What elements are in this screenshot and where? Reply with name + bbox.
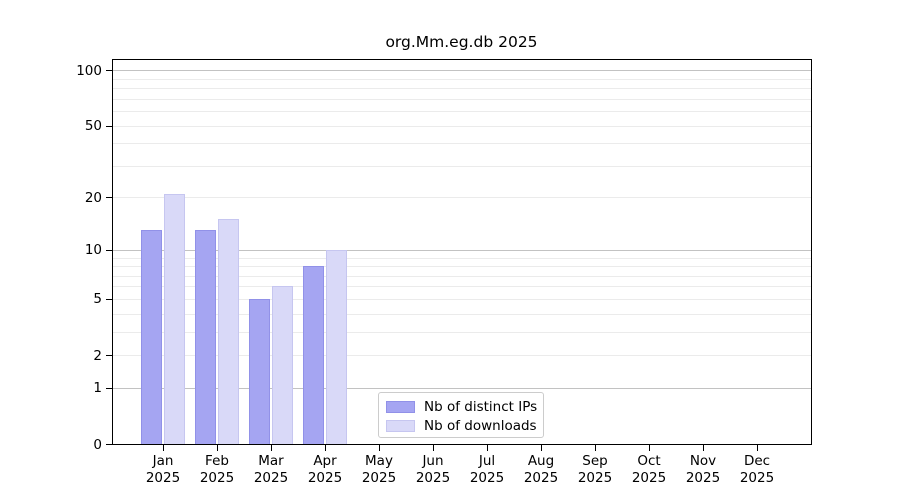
bar-downloads <box>326 249 347 444</box>
bar-distinct-ips <box>195 230 216 444</box>
y-tick-label: 5 <box>93 291 102 308</box>
gridline-minor <box>112 78 811 80</box>
gridline-major <box>112 387 811 389</box>
bar-distinct-ips <box>141 230 162 444</box>
y-tick-label: 50 <box>84 118 102 135</box>
gridline-minor <box>112 275 811 277</box>
x-tick-mark <box>757 445 758 451</box>
x-tick-label-dec: Dec 2025 <box>739 453 775 486</box>
x-tick-mark <box>649 445 650 451</box>
y-tick-mark <box>106 249 112 251</box>
gridline-minor <box>112 331 811 333</box>
x-tick-label-jul: Jul 2025 <box>469 453 505 486</box>
legend-swatch-distinct-ips <box>386 401 415 413</box>
y-tick-mark <box>106 70 112 72</box>
x-tick-label-apr: Apr 2025 <box>307 453 343 486</box>
gridline-major <box>112 70 811 72</box>
bar-downloads <box>272 286 293 444</box>
x-tick-mark <box>163 445 164 451</box>
gridline-minor <box>112 88 811 90</box>
legend-swatch-downloads <box>386 420 415 432</box>
gridline-minor <box>112 266 811 267</box>
x-tick-mark <box>325 445 326 451</box>
y-tick-mark <box>106 197 112 199</box>
y-tick-label: 20 <box>84 189 102 206</box>
gridline-minor <box>112 111 811 113</box>
gridline-minor <box>112 298 811 300</box>
x-tick-label-aug: Aug 2025 <box>523 453 559 486</box>
y-tick-mark <box>106 444 112 445</box>
legend-label-distinct-ips: Nb of distinct IPs <box>424 399 538 415</box>
x-tick-label-sep: Sep 2025 <box>577 453 613 486</box>
gridline-minor <box>112 197 811 199</box>
y-tick-label: 10 <box>84 242 102 259</box>
x-tick-mark <box>433 445 434 451</box>
x-tick-mark <box>379 445 380 451</box>
y-tick-label: 2 <box>93 347 102 364</box>
gridline-minor <box>112 165 811 167</box>
y-tick-label: 1 <box>93 380 102 397</box>
x-tick-label-mar: Mar 2025 <box>253 453 289 486</box>
gridline-minor <box>112 143 811 145</box>
legend-row-distinct-ips: Nb of distinct IPs <box>386 398 543 416</box>
y-tick-mark <box>106 125 112 127</box>
gridline-minor <box>112 313 811 315</box>
y-tick-label: 100 <box>76 62 102 79</box>
x-tick-mark <box>541 445 542 451</box>
x-tick-label-oct: Oct 2025 <box>631 453 667 486</box>
bar-distinct-ips <box>303 266 324 444</box>
x-tick-label-may: May 2025 <box>361 453 397 486</box>
gridline-minor <box>112 286 811 288</box>
bar-downloads <box>164 193 185 444</box>
legend-label-downloads: Nb of downloads <box>424 418 537 434</box>
x-tick-mark <box>271 445 272 451</box>
gridline-minor <box>112 355 811 356</box>
x-tick-label-jan: Jan 2025 <box>145 453 181 486</box>
y-tick-mark <box>106 298 112 300</box>
x-tick-mark <box>703 445 704 451</box>
gridline-major <box>112 249 811 251</box>
x-tick-label-nov: Nov 2025 <box>685 453 721 486</box>
y-tick-mark <box>106 355 112 356</box>
bar-distinct-ips <box>249 298 270 444</box>
x-tick-label-jun: Jun 2025 <box>415 453 451 486</box>
gridline-minor <box>112 125 811 127</box>
y-tick-label: 0 <box>93 436 102 453</box>
chart-title: org.Mm.eg.db 2025 <box>385 33 538 51</box>
legend-row-downloads: Nb of downloads <box>386 417 543 435</box>
x-tick-mark <box>595 445 596 451</box>
bar-downloads <box>218 219 239 444</box>
x-tick-mark <box>217 445 218 451</box>
x-tick-label-feb: Feb 2025 <box>199 453 235 486</box>
gridline-minor <box>112 257 811 259</box>
y-tick-mark <box>106 387 112 389</box>
plot-area <box>112 59 811 444</box>
x-tick-mark <box>487 445 488 451</box>
gridline-minor <box>112 98 811 100</box>
legend: Nb of distinct IPs Nb of downloads <box>378 392 544 438</box>
